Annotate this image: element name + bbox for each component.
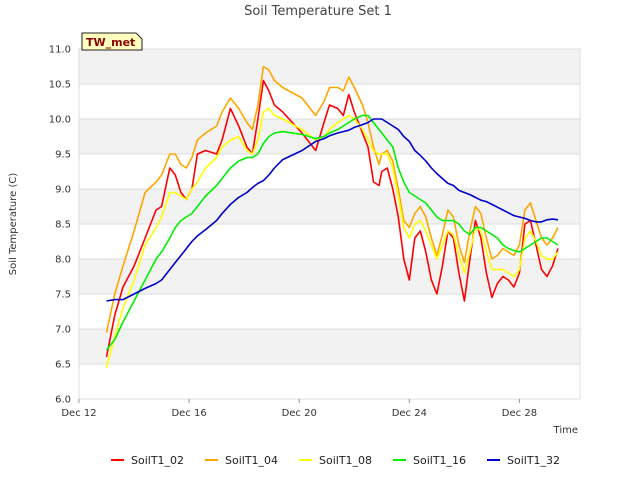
legend-item-soilt1_08: SoilT1_08 bbox=[299, 454, 372, 467]
series-line-soilt1_32 bbox=[106, 118, 559, 302]
x-tick-label: Dec 28 bbox=[502, 408, 537, 419]
y-tick-label: 11.0 bbox=[49, 45, 71, 56]
legend-label: SoilT1_16 bbox=[413, 454, 466, 467]
series-line-soilt1_04 bbox=[105, 65, 559, 333]
legend-item-soilt1_04: SoilT1_04 bbox=[205, 454, 278, 467]
x-tick-label: Dec 16 bbox=[171, 408, 206, 419]
legend-item-soilt1_02: SoilT1_02 bbox=[111, 454, 184, 467]
y-tick-label: 9.0 bbox=[55, 185, 71, 196]
legend-item-soilt1_16: SoilT1_16 bbox=[393, 454, 466, 467]
y-tick-label: 8.5 bbox=[55, 220, 71, 231]
y-axis-label: Soil Temperature (C) bbox=[8, 173, 19, 276]
legend: SoilT1_02 SoilT1_04 SoilT1_08 SoilT1_16 Soil… bbox=[111, 454, 560, 467]
y-tick-label: 9.5 bbox=[55, 150, 71, 161]
y-tick-label: 8.0 bbox=[55, 255, 71, 266]
grid-band bbox=[79, 329, 580, 364]
y-tick-label: 6.0 bbox=[55, 395, 71, 406]
series-line-soilt1_02 bbox=[105, 79, 559, 358]
badge-label: TW_met bbox=[86, 36, 135, 49]
y-tick-label: 7.0 bbox=[55, 325, 71, 336]
x-tick-label: Dec 20 bbox=[282, 408, 317, 419]
series-line-soilt1_08 bbox=[105, 107, 559, 368]
y-tick-label: 10.5 bbox=[49, 80, 71, 91]
tw-met-badge: TW_met bbox=[81, 32, 143, 51]
x-tick-label: Dec 24 bbox=[392, 408, 427, 419]
grid-band bbox=[79, 49, 580, 84]
plot-area-frame bbox=[78, 48, 581, 400]
badge-box bbox=[81, 32, 143, 51]
y-tick-label: 10.0 bbox=[49, 115, 71, 126]
y-axis-ticks: 6.0 6.5 7.0 7.5 8.0 8.5 9.0 9.5 10.0 10.5 11.0 bbox=[49, 45, 71, 406]
legend-label: SoilT1_04 bbox=[225, 454, 278, 467]
chart-title: Soil Temperature Set 1 bbox=[244, 4, 392, 19]
grid-band bbox=[79, 259, 580, 294]
series-line-soilt1_16 bbox=[105, 114, 559, 351]
y-tick-label: 6.5 bbox=[55, 360, 71, 371]
legend-label: SoilT1_02 bbox=[131, 454, 184, 467]
x-axis-ticks: Dec 12 Dec 16 Dec 20 Dec 24 Dec 28 bbox=[61, 399, 537, 419]
series-lines bbox=[105, 65, 559, 368]
x-axis-label: Time bbox=[553, 425, 578, 436]
y-tick-label: 7.5 bbox=[55, 290, 71, 301]
legend-label: SoilT1_08 bbox=[319, 454, 372, 467]
x-tick-label: Dec 12 bbox=[61, 408, 96, 419]
legend-item-soilt1_32: SoilT1_32 bbox=[487, 454, 560, 467]
legend-label: SoilT1_32 bbox=[507, 454, 560, 467]
grid-band bbox=[79, 189, 580, 224]
